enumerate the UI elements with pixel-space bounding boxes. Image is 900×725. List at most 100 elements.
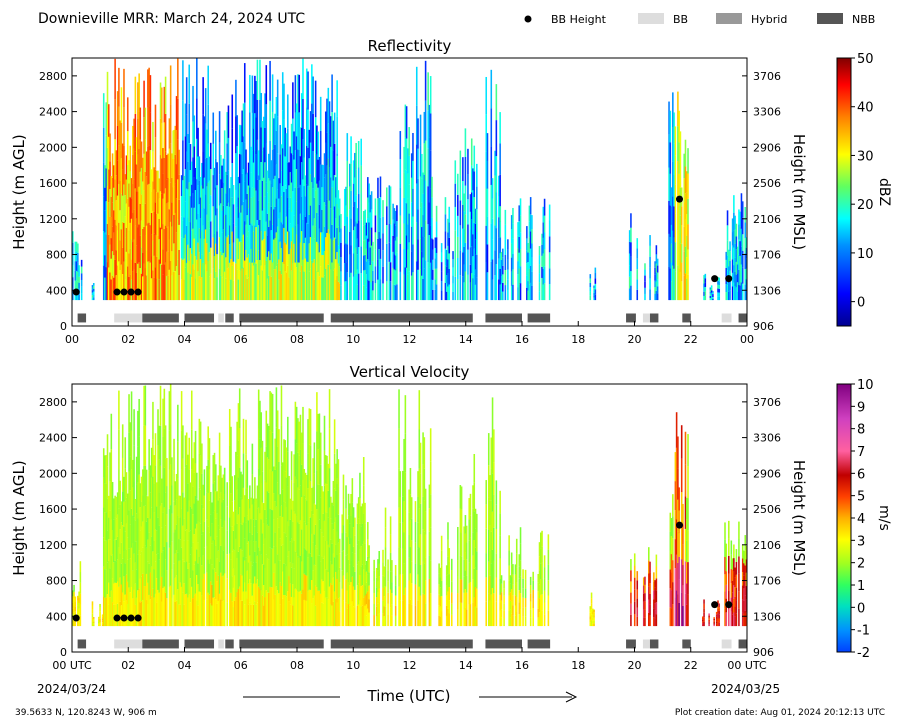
heatmap-cell xyxy=(168,469,171,509)
heatmap-cell xyxy=(485,225,488,263)
heatmap-cell xyxy=(462,252,464,277)
heatmap-cell xyxy=(330,561,332,583)
heatmap-cell xyxy=(473,482,476,512)
heatmap-cell xyxy=(678,533,680,557)
heatmap-cell xyxy=(113,210,115,233)
heatmap-cell xyxy=(674,568,677,598)
heatmap-cell xyxy=(194,495,197,529)
heatmap-cell xyxy=(234,575,236,601)
heatmap-cell xyxy=(222,229,225,253)
heatmap-cell xyxy=(128,160,130,184)
heatmap-cell xyxy=(108,517,110,540)
heatmap-cell xyxy=(287,556,289,592)
heatmap-cell xyxy=(499,513,501,536)
heatmap-cell xyxy=(438,615,440,627)
heatmap-cell xyxy=(279,538,281,561)
heatmap-cell xyxy=(508,580,510,596)
heatmap-cell xyxy=(679,215,682,244)
heatmap-cell xyxy=(398,507,400,548)
heatmap-cell xyxy=(365,248,368,262)
heatmap-cell xyxy=(368,612,370,627)
heatmap-cell xyxy=(709,297,712,301)
heatmap-cell xyxy=(182,180,184,221)
heatmap-cell xyxy=(293,243,295,272)
heatmap-cell xyxy=(717,608,719,614)
heatmap-cell xyxy=(273,572,275,600)
heatmap-cell xyxy=(324,142,327,175)
heatmap-cell xyxy=(228,408,231,446)
heatmap-cell xyxy=(526,275,528,288)
heatmap-cell xyxy=(444,248,447,266)
heatmap-cell xyxy=(653,599,655,609)
heatmap-cell xyxy=(145,151,148,177)
heatmap-cell xyxy=(78,597,80,604)
heatmap-cell xyxy=(684,219,687,247)
heatmap-cell xyxy=(427,72,429,111)
heatmap-cell xyxy=(298,112,300,150)
heatmap-cell xyxy=(543,249,546,267)
heatmap-cell xyxy=(222,276,225,301)
heatmap-cell xyxy=(142,495,144,522)
bb-type-segment xyxy=(682,639,691,649)
heatmap-cell xyxy=(543,590,546,603)
heatmap-cell xyxy=(259,99,261,140)
heatmap-cell xyxy=(519,609,522,627)
heatmap-cell xyxy=(190,161,193,185)
heatmap-cell xyxy=(314,153,317,191)
heatmap-cell xyxy=(145,495,148,522)
heatmap-cell xyxy=(271,74,274,113)
heatmap-cell xyxy=(110,279,113,301)
heatmap-cell xyxy=(230,592,232,627)
heatmap-cell xyxy=(207,143,209,183)
heatmap-cell xyxy=(140,273,143,301)
heatmap-cell xyxy=(434,258,437,269)
heatmap-cell xyxy=(349,186,351,210)
heatmap-cell xyxy=(238,467,241,508)
heatmap-cell xyxy=(149,150,152,188)
heatmap-cell xyxy=(360,138,362,166)
heatmap-cell xyxy=(174,505,177,530)
heatmap-cell xyxy=(208,204,211,229)
heatmap-cell xyxy=(717,284,719,289)
heatmap-cell xyxy=(220,465,222,493)
heatmap-cell xyxy=(345,555,347,580)
heatmap-cell xyxy=(362,225,365,241)
heatmap-cell xyxy=(269,140,271,181)
heatmap-cell xyxy=(182,100,184,141)
heatmap-cell xyxy=(655,554,658,567)
heatmap-cell xyxy=(633,577,636,590)
heatmap-cell xyxy=(464,533,467,553)
heatmap-cell xyxy=(333,488,336,523)
heatmap-cell xyxy=(303,157,306,187)
heatmap-cell xyxy=(235,116,237,154)
heatmap-cell xyxy=(192,193,194,229)
heatmap-cell xyxy=(642,609,645,618)
heatmap-cell xyxy=(167,226,169,252)
heatmap-cell xyxy=(364,269,367,286)
heatmap-cell xyxy=(104,512,106,541)
heatmap-cell xyxy=(72,231,74,243)
heatmap-cell xyxy=(190,277,193,301)
heatmap-cell xyxy=(274,113,276,145)
heatmap-cell xyxy=(319,232,322,267)
heatmap-cell xyxy=(529,585,532,594)
heatmap-cell xyxy=(402,600,404,627)
heatmap-cell xyxy=(231,501,234,527)
heatmap-cell xyxy=(98,624,100,627)
heatmap-cell xyxy=(308,186,311,215)
heatmap-cell xyxy=(337,190,340,209)
heatmap-cell xyxy=(670,262,673,282)
heatmap-cell xyxy=(129,422,132,457)
heatmap-cell xyxy=(717,621,719,627)
heatmap-cell xyxy=(91,287,94,291)
heatmap-cell xyxy=(332,210,335,241)
heatmap-cell xyxy=(306,550,308,576)
heatmap-cell xyxy=(123,576,125,602)
heatmap-cell xyxy=(403,532,405,564)
heatmap-cell xyxy=(178,199,180,225)
heatmap-cell xyxy=(292,154,294,192)
heatmap-cell xyxy=(125,497,128,524)
heatmap-cell xyxy=(189,274,192,301)
heatmap-cell xyxy=(250,540,252,562)
heatmap-cell xyxy=(306,261,308,301)
